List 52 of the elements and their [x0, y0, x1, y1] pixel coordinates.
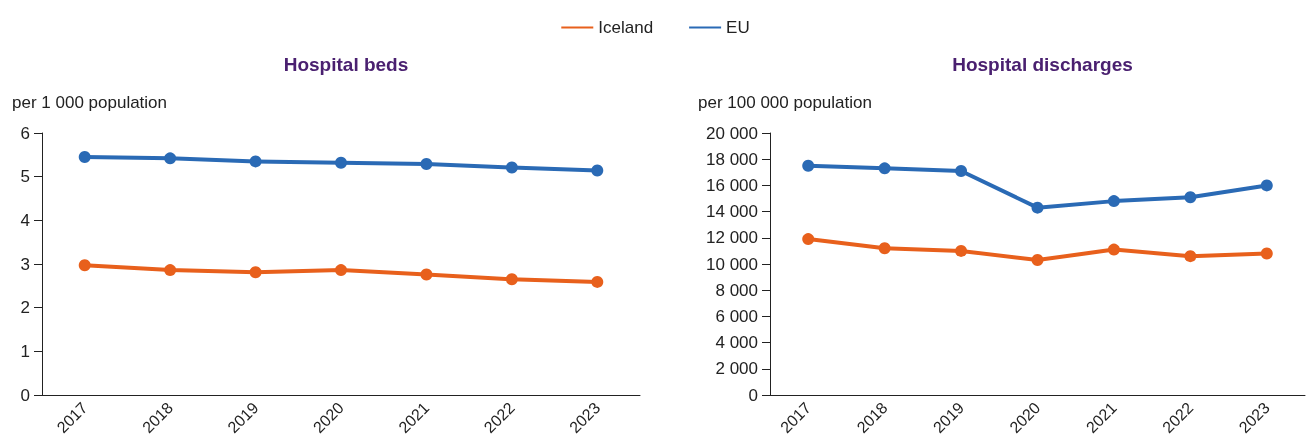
legend-label: EU	[726, 18, 750, 37]
point	[1260, 247, 1273, 260]
y-axis-title: per 100 000 population	[698, 93, 872, 112]
point	[955, 164, 968, 177]
y-tick-label: 4	[20, 210, 30, 230]
point	[1184, 250, 1197, 263]
point	[802, 159, 815, 172]
y-tick-label: 6 000	[715, 306, 758, 326]
point	[505, 273, 518, 286]
point	[878, 242, 891, 255]
point	[591, 275, 604, 288]
y-tick-label: 14 000	[706, 202, 758, 222]
point	[78, 259, 91, 272]
y-tick-label: 3	[20, 254, 30, 274]
legend-label: Iceland	[598, 18, 654, 37]
y-tick-label: 6	[20, 123, 30, 143]
point	[1031, 201, 1044, 214]
point	[1107, 195, 1120, 208]
point	[420, 268, 433, 281]
point	[505, 161, 518, 174]
point	[335, 264, 347, 277]
y-axis-title: per 1 000 population	[12, 93, 168, 112]
point	[955, 244, 968, 257]
chart-title: Hospital discharges	[952, 54, 1133, 75]
point	[1260, 179, 1273, 192]
point	[164, 152, 177, 165]
point	[1184, 191, 1197, 204]
point	[420, 158, 433, 170]
y-tick-label: 4 000	[715, 333, 758, 353]
point	[1107, 243, 1120, 256]
y-tick-label: 16 000	[706, 175, 758, 195]
y-tick-label: 5	[20, 167, 30, 187]
point	[249, 266, 262, 279]
point	[591, 164, 604, 177]
point	[1031, 254, 1044, 267]
y-tick-label: 12 000	[706, 228, 758, 248]
y-tick-label: 0	[748, 385, 758, 405]
point	[78, 151, 91, 164]
y-tick-label: 0	[20, 385, 30, 405]
point	[164, 264, 177, 277]
point	[249, 155, 262, 168]
y-tick-label: 18 000	[706, 149, 758, 169]
point	[878, 162, 891, 175]
point	[802, 233, 815, 246]
y-tick-label: 8 000	[715, 280, 758, 300]
point	[335, 156, 347, 169]
y-tick-label: 1	[20, 341, 30, 361]
y-tick-label: 20 000	[706, 123, 758, 143]
y-tick-label: 10 000	[706, 254, 758, 274]
y-tick-label: 2 000	[715, 359, 758, 379]
y-tick-label: 2	[20, 298, 30, 318]
chart-title: Hospital beds	[283, 54, 409, 75]
